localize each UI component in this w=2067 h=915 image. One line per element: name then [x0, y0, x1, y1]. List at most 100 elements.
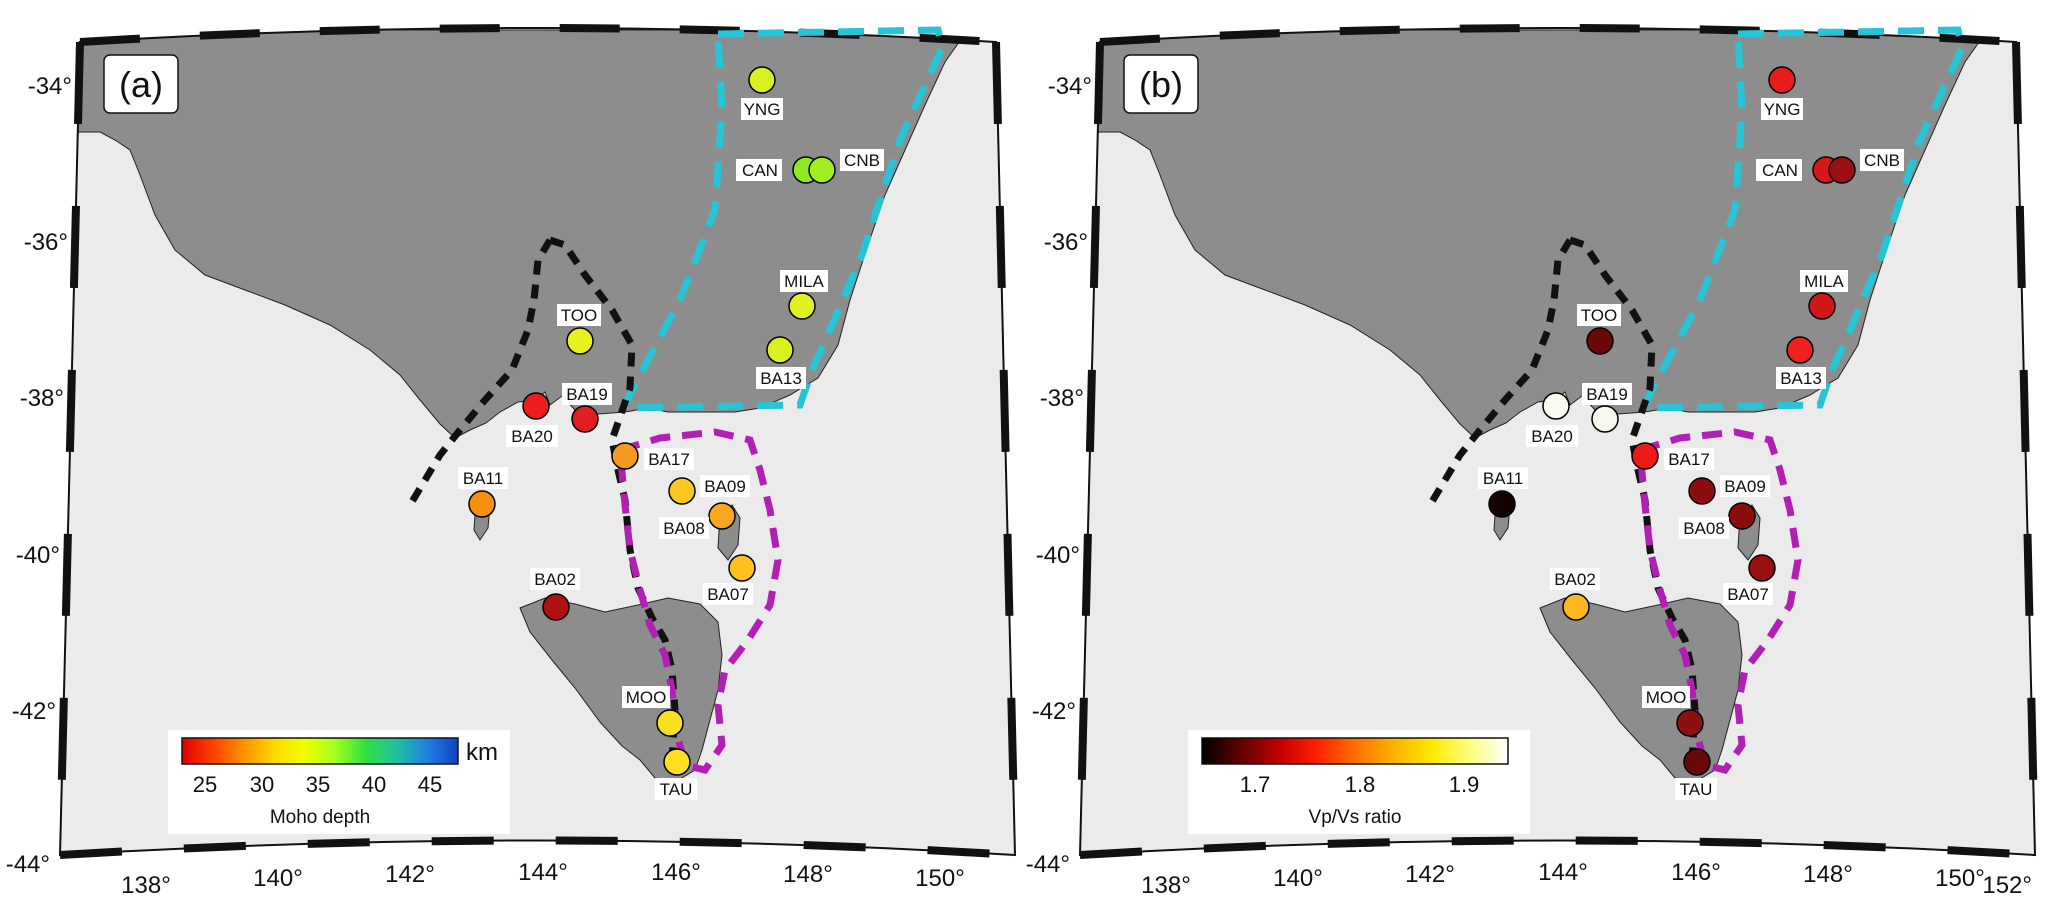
colorbar-unit: km: [466, 739, 498, 766]
lat-tick: -40°: [1036, 542, 1080, 569]
station-label: BA17: [648, 450, 690, 469]
station-ba07: BA07: [703, 554, 756, 605]
station-marker[interactable]: [1676, 709, 1704, 737]
lat-tick: -34°: [28, 73, 72, 100]
station-marker[interactable]: [1683, 748, 1711, 776]
lat-tick: -40°: [16, 542, 60, 569]
station-ba08: BA08: [659, 502, 736, 539]
colorbar-tick: 1.7: [1240, 772, 1271, 797]
panel-letter-box: [1123, 54, 1199, 114]
station-marker[interactable]: [1768, 66, 1796, 94]
station-marker[interactable]: [1586, 327, 1614, 355]
lat-tick: -36°: [24, 229, 68, 256]
station-label: TOO: [561, 306, 598, 325]
station-marker[interactable]: [1828, 156, 1856, 184]
station-ba20: BA20: [506, 392, 558, 447]
station-marker[interactable]: [788, 292, 816, 320]
station-label: TAU: [1680, 780, 1713, 799]
lat-tick-labels-b: -34° -36° -38° -40° -42° -44°: [1026, 73, 1092, 878]
colorbar-tick: 30: [250, 772, 274, 797]
station-label: BA07: [707, 585, 749, 604]
station-label: BA13: [760, 369, 802, 388]
station-ba20: BA20: [1526, 392, 1578, 447]
station-moo: MOO: [622, 686, 684, 737]
station-ba19: BA19: [562, 383, 612, 433]
lat-tick: -38°: [20, 385, 64, 412]
station-label: MOO: [1646, 688, 1687, 707]
station-label: CNB: [1864, 151, 1900, 170]
station-ba08: BA08: [1679, 502, 1756, 539]
station-marker[interactable]: [656, 709, 684, 737]
station-marker[interactable]: [668, 477, 696, 505]
lon-tick: 150°: [915, 865, 965, 892]
station-ba07: BA07: [1723, 554, 1776, 605]
station-marker[interactable]: [1748, 554, 1776, 582]
colorbar-title: Vp/Vs ratio: [1309, 807, 1402, 828]
station-label: BA17: [1668, 450, 1710, 469]
station-marker[interactable]: [542, 593, 570, 621]
station-ba17: BA17: [611, 442, 694, 470]
station-can: CAN: [1756, 156, 1840, 184]
station-marker[interactable]: [522, 392, 550, 420]
stations-a: YNG CAN CNB MILA BA13 TOO BA19 BA20 BA17…: [458, 66, 884, 800]
station-marker[interactable]: [1688, 477, 1716, 505]
lat-tick: -36°: [1044, 229, 1088, 256]
station-label: BA09: [1724, 477, 1766, 496]
colorbar-title: Moho depth: [270, 807, 370, 828]
station-marker[interactable]: [468, 490, 496, 518]
station-mila: MILA: [780, 270, 828, 320]
lon-tick: 148°: [783, 861, 833, 888]
station-label: BA20: [1531, 427, 1573, 446]
station-marker[interactable]: [566, 327, 594, 355]
station-label: CAN: [1762, 161, 1798, 180]
station-tau: TAU: [1675, 748, 1717, 800]
station-marker[interactable]: [1728, 502, 1756, 530]
lon-tick: 144°: [518, 859, 568, 886]
station-mila: MILA: [1800, 270, 1848, 320]
station-marker[interactable]: [663, 748, 691, 776]
station-marker[interactable]: [808, 156, 836, 184]
station-marker[interactable]: [1631, 442, 1659, 470]
station-marker[interactable]: [1786, 336, 1814, 364]
map-panel-b: YNG CAN CNB MILA BA13 TOO BA19 BA20 BA17…: [1026, 24, 2039, 899]
station-marker[interactable]: [571, 405, 599, 433]
lon-tick: 142°: [385, 861, 435, 888]
station-label: TOO: [1581, 306, 1618, 325]
colorbar-tick: 45: [418, 772, 442, 797]
station-marker[interactable]: [1488, 490, 1516, 518]
lat-tick-labels-a: -34° -36° -38° -40° -42° -44°: [6, 73, 72, 878]
station-marker[interactable]: [708, 502, 736, 530]
lat-tick: -34°: [1048, 73, 1092, 100]
lon-tick: 146°: [651, 859, 701, 886]
station-marker[interactable]: [1542, 392, 1570, 420]
colorbar-tick: 40: [362, 772, 386, 797]
station-ba09: BA09: [668, 475, 750, 505]
station-marker[interactable]: [1562, 593, 1590, 621]
station-marker[interactable]: [728, 554, 756, 582]
lon-tick-labels-b: 138° 140° 142° 144° 146° 148° 150° 152°: [1141, 859, 2032, 899]
lon-tick: 146°: [1671, 859, 1721, 886]
station-ba13: BA13: [1776, 336, 1826, 389]
station-label: BA02: [1554, 570, 1596, 589]
station-label: BA11: [1483, 469, 1523, 488]
stations-b: YNG CAN CNB MILA BA13 TOO BA19 BA20 BA17…: [1478, 66, 1904, 800]
station-label: YNG: [1764, 100, 1801, 119]
station-marker[interactable]: [748, 66, 776, 94]
map-frame: [1076, 24, 2039, 859]
station-label: BA09: [704, 477, 746, 496]
station-label: BA20: [511, 427, 553, 446]
colorbar-tick: 1.9: [1449, 772, 1480, 797]
station-yng: YNG: [741, 66, 783, 120]
station-marker[interactable]: [1808, 292, 1836, 320]
station-label: YNG: [744, 100, 781, 119]
colorbar-gradient: [181, 737, 459, 765]
colorbar-a: km 25 30 35 40 45 Moho depth: [168, 730, 510, 834]
station-marker[interactable]: [1591, 405, 1619, 433]
colorbar-tick: 35: [306, 772, 330, 797]
station-ba11: BA11: [1478, 467, 1528, 518]
lon-tick: 152°: [1982, 872, 2032, 899]
station-marker[interactable]: [611, 442, 639, 470]
panel-letter: (b): [1139, 64, 1183, 105]
station-marker[interactable]: [766, 336, 794, 364]
colorbar-tick: 1.8: [1345, 772, 1376, 797]
